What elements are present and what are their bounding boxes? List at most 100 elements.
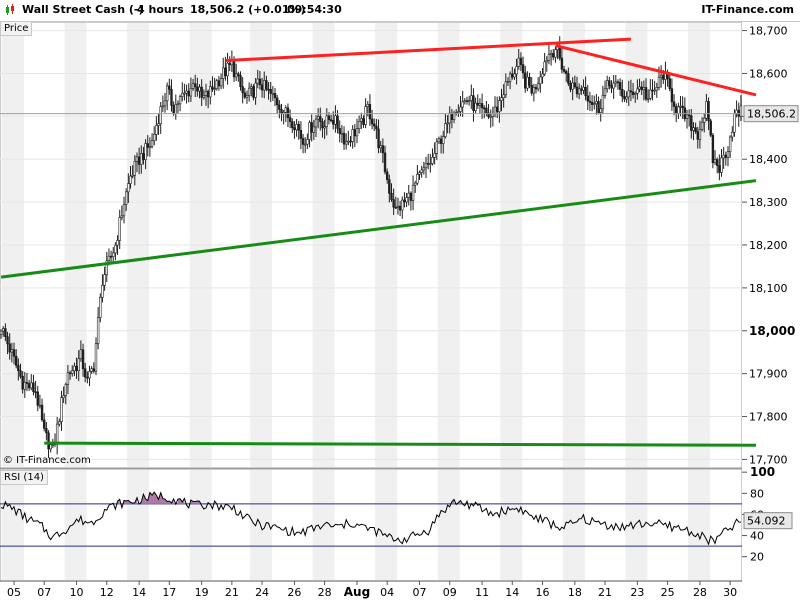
candle-up [344, 141, 348, 145]
candle-down [267, 88, 270, 91]
candle-up [159, 106, 162, 124]
timeframe-label: 4 hours [137, 3, 184, 16]
last-quote: 18,506.2 (+0.01%) [190, 3, 306, 16]
candle-up [101, 285, 104, 298]
candle-up [470, 95, 473, 101]
candle-up [549, 52, 553, 55]
candle-up [612, 82, 615, 89]
candle-up [437, 138, 441, 143]
candle-up [685, 114, 689, 119]
candle-up [502, 94, 505, 99]
candle-down [485, 107, 488, 114]
candle-up [96, 317, 100, 344]
rsi-tick-label: 80 [750, 487, 764, 500]
candle-up [366, 104, 369, 107]
candle-up [360, 118, 363, 122]
candle-down [327, 115, 331, 121]
x-tick-label: 05 [7, 586, 21, 599]
candle-up [720, 157, 723, 173]
candle-down [239, 75, 242, 87]
candle-down [519, 57, 523, 65]
candle-up [541, 73, 544, 78]
candle-down [528, 76, 531, 86]
candle-down [321, 121, 324, 129]
candle-up [739, 105, 743, 117]
candle-up [181, 92, 184, 97]
candle-up [135, 156, 139, 162]
candle-down [616, 81, 620, 84]
rsi-value-box [743, 512, 793, 530]
candle-down [388, 179, 391, 194]
candle-up [202, 95, 206, 98]
candle-down [329, 119, 333, 122]
y-tick-label: 18,400 [749, 153, 788, 166]
candle-up [144, 143, 147, 160]
candle-up [498, 100, 501, 113]
candle-up [306, 139, 309, 145]
y-tick-label: 17,900 [749, 368, 788, 381]
candle-down [711, 134, 715, 164]
candle-up [161, 105, 165, 108]
candle-up [189, 88, 193, 97]
candle-up [657, 76, 661, 88]
candle-down [349, 140, 352, 143]
candle-up [62, 395, 65, 398]
candle-down [301, 138, 305, 145]
candle-up [71, 370, 74, 374]
candle-up [599, 108, 602, 113]
candle-up [58, 421, 61, 425]
candle-up [459, 106, 462, 112]
last-price-label: 18,506.2 [747, 108, 796, 121]
rsi-panel [0, 468, 743, 582]
candle-down [724, 154, 728, 158]
candle-down [621, 88, 624, 97]
candle-down [562, 68, 566, 72]
candle-down [21, 376, 24, 390]
candle-up [735, 109, 738, 114]
y-tick-label: 18,700 [749, 25, 788, 38]
candle-up [256, 78, 259, 84]
candle-up [442, 136, 445, 144]
candle-down [241, 86, 244, 94]
candle-up [513, 73, 516, 78]
candle-up [153, 133, 156, 141]
candle-down [644, 87, 648, 100]
candle-down [6, 336, 9, 345]
candle-down [610, 85, 613, 89]
candle-up [582, 86, 585, 91]
candle-up [204, 91, 208, 96]
candle-down [310, 122, 313, 133]
candle-up [571, 82, 574, 90]
time-band [687, 470, 710, 580]
candle-down [265, 80, 268, 90]
candle-down [288, 117, 292, 122]
candle-down [34, 391, 37, 393]
candle-down [580, 88, 583, 91]
candle-up [407, 192, 410, 198]
candle-up [726, 151, 730, 158]
candle-down [439, 138, 443, 144]
candle-down [275, 97, 279, 106]
candles [0, 36, 743, 459]
rsi-overbought-fill [117, 499, 120, 504]
candle-down [573, 82, 577, 88]
candle-up [215, 80, 218, 89]
candle-up [38, 404, 42, 407]
candle-up [219, 78, 223, 87]
candle-up [351, 129, 354, 142]
candle-down [631, 91, 635, 95]
candle-up [506, 81, 510, 83]
candle-up [155, 125, 158, 135]
brand-label: IT-Finance.com [701, 3, 794, 16]
candle-up [323, 126, 326, 129]
candle-up [545, 60, 548, 63]
candle-down [623, 96, 626, 100]
y-tick-label: 17,800 [749, 411, 788, 424]
candle-up [140, 153, 143, 165]
candle-up [10, 349, 14, 353]
time-band [127, 470, 150, 580]
candle-down [291, 121, 294, 129]
candle-down [618, 82, 622, 90]
candle-up [2, 328, 5, 332]
candle-down [258, 78, 262, 86]
